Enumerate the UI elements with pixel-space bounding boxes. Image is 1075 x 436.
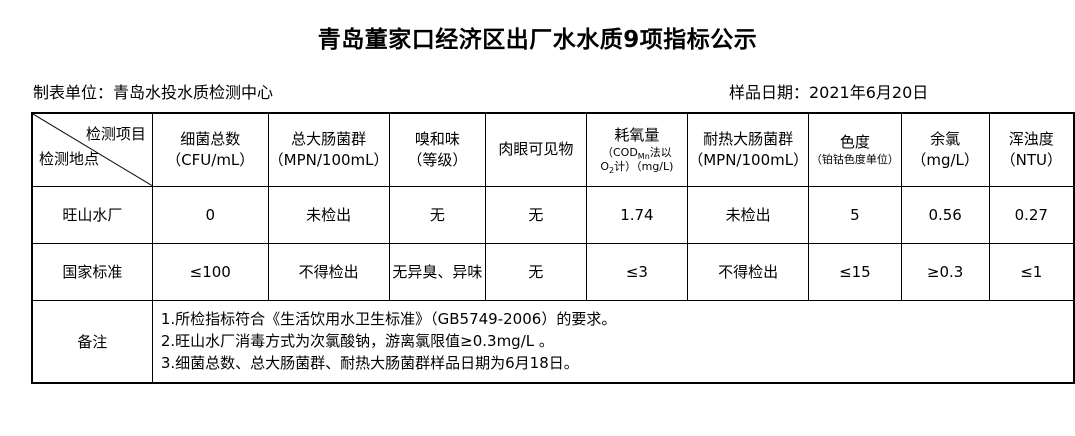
value-cell: 0.56 [900,185,990,244]
o2-suffix: 计）（mg/L) [614,160,674,174]
value-cell: 无 [485,242,587,301]
page-title: 青岛董家口经济区出厂水水质9项指标公示 [317,27,758,53]
col-header-residual-chlorine: 余氯 （mg/L） [900,112,990,187]
header-unit: （等级） [407,150,468,169]
remark-note-2: 2.旺山水厂消毒方式为次氯酸钠，游离氯限值≥0.3mg/L 。 [160,332,554,351]
header-unit: （CODMn法以 [587,146,687,162]
value-cell: 不得检出 [687,242,810,301]
value-cell: 不得检出 [267,242,390,301]
value-cell: 未检出 [687,185,810,244]
header-unit: （铂钴色度单位） [810,153,899,167]
header-line: 耐热大肠菌群 [703,129,794,148]
table-row-remark: 备注 1.所检指标符合《生活饮用水卫生标准》（GB5749-2006）的要求。 … [31,299,1075,384]
header-unit: O2计）（mg/L) [587,160,687,176]
value-cell: 0 [151,185,269,244]
corner-label-test-item: 检测项目 [85,125,146,143]
o2-subscript: 2 [609,166,615,176]
header-unit: （CFU/mL） [166,150,255,169]
header-unit: （MPN/100mL） [688,150,809,169]
header-unit: （mg/L） [911,150,979,169]
header-line: 浑浊度 [1008,129,1054,148]
remark-note-1: 1.所检指标符合《生活饮用水卫生标准》（GB5749-2006）的要求。 [160,310,617,329]
header-line: 嗅和味 [414,129,460,148]
header-row: 检测项目 检测地点 细菌总数 （CFU/mL） 总大肠菌群 （MPN/100mL… [31,112,1075,187]
header-line: 耗氧量 [614,126,660,145]
header-line: 余氯 [930,129,961,148]
col-header-visible-matter: 肉眼可见物 [485,112,587,187]
o2-prefix: O [600,160,610,174]
col-header-chroma: 色度 （铂钴色度单位） [808,112,902,187]
table-row-wangshan-plant: 旺山水厂 0 未检出 无 无 1.74 未检出 5 0.56 0.27 [31,185,1075,244]
col-header-odor-taste: 嗅和味 （等级） [388,112,487,187]
value-cell: 无 [388,185,487,244]
remark-note-3: 3.细菌总数、总大肠菌群、耐热大肠菌群样品日期为6月18日。 [160,354,579,373]
water-quality-table: 检测项目 检测地点 细菌总数 （CFU/mL） 总大肠菌群 （MPN/100mL… [31,112,1075,384]
remark-label: 备注 [31,299,153,384]
col-header-oxygen-consumption: 耗氧量 （CODMn法以 O2计）（mg/L) [585,112,689,187]
value-cell: ≤15 [808,242,902,301]
header-unit: （MPN/100mL） [268,150,389,169]
cod-suffix: 法以 [649,146,672,160]
row-label: 旺山水厂 [31,185,153,244]
col-header-turbidity: 浑浊度 （NTU） [988,112,1075,187]
header-line: 细菌总数 [180,129,241,148]
header-line: 色度 [839,133,870,152]
remark-content: 1.所检指标符合《生活饮用水卫生标准》（GB5749-2006）的要求。 2.旺… [151,299,1075,384]
value-cell: ≥0.3 [900,242,990,301]
diagonal-divider-line [33,114,152,186]
sample-date-label: 样品日期：2021年6月20日 [729,83,929,102]
header-line: 总大肠菌群 [291,129,367,148]
row-label: 国家标准 [31,242,153,301]
value-cell: ≤1 [988,242,1075,301]
value-cell: 0.27 [988,185,1075,244]
cod-subscript: Mn [637,152,650,162]
value-cell: 无异臭、异味 [388,242,487,301]
cod-prefix: （COD [601,146,638,160]
header-unit: （NTU） [1000,150,1062,169]
value-cell: 5 [808,185,902,244]
value-cell: 未检出 [267,185,390,244]
col-header-thermotolerant-coliforms: 耐热大肠菌群 （MPN/100mL） [687,112,810,187]
value-cell: ≤100 [151,242,269,301]
corner-label-test-location: 检测地点 [39,149,100,168]
prepared-by-label: 制表单位：青岛水投水质检测中心 [33,83,274,102]
value-cell: 1.74 [585,185,689,244]
col-header-total-coliforms: 总大肠菌群 （MPN/100mL） [267,112,390,187]
col-header-bacteria-total: 细菌总数 （CFU/mL） [151,112,269,187]
corner-header-cell: 检测项目 检测地点 [31,112,153,187]
header-line: 肉眼可见物 [498,140,574,159]
table-row-national-standard: 国家标准 ≤100 不得检出 无异臭、异味 无 ≤3 不得检出 ≤15 ≥0.3… [31,242,1075,301]
value-cell: 无 [485,185,587,244]
value-cell: ≤3 [585,242,689,301]
